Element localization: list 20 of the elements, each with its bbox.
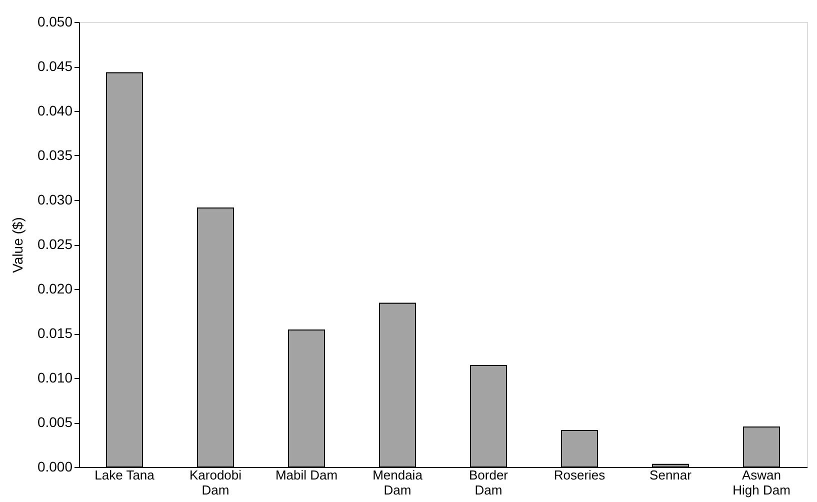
y-tick-label: 0.045 bbox=[37, 58, 73, 74]
y-tick-label: 0.000 bbox=[37, 458, 73, 474]
y-tick-label: 0.005 bbox=[37, 414, 73, 430]
x-tick-label: Sennar bbox=[650, 468, 692, 482]
x-tick-label: Border Dam bbox=[468, 468, 509, 498]
y-tick-label: 0.050 bbox=[37, 14, 73, 30]
y-tick-label: 0.030 bbox=[37, 192, 73, 208]
x-tick-label: Mabil Dam bbox=[275, 468, 338, 482]
y-axis-title: Value ($) bbox=[9, 217, 26, 273]
y-tick-label: 0.040 bbox=[37, 102, 73, 118]
x-tick-label: Lake Tana bbox=[94, 468, 156, 482]
y-tick-label: 0.035 bbox=[37, 147, 73, 163]
y-tick-label: 0.025 bbox=[37, 236, 73, 252]
y-tick-label: 0.010 bbox=[37, 370, 73, 386]
x-tick-label: Roseries bbox=[554, 468, 606, 482]
y-tick-label: 0.020 bbox=[37, 280, 73, 296]
x-tick-label: Aswan High Dam bbox=[732, 468, 790, 498]
y-tick-label: 0.015 bbox=[37, 325, 73, 341]
x-tick-label: Mendaia Dam bbox=[372, 468, 424, 498]
x-tick-label: Karodobi Dam bbox=[189, 468, 242, 498]
